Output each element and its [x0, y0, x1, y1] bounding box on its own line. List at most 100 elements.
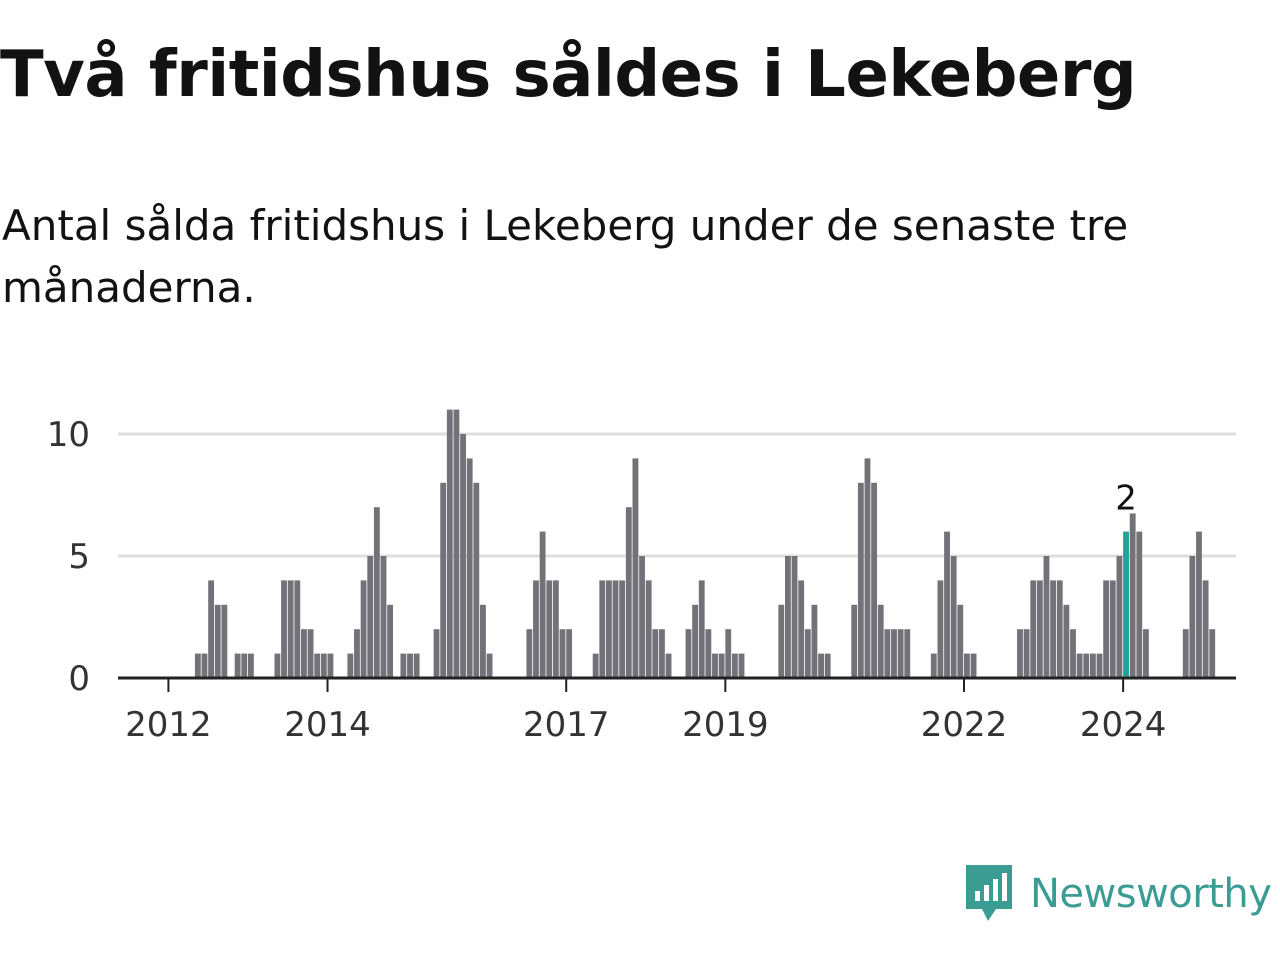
bar	[625, 507, 632, 678]
bar	[930, 653, 937, 678]
bar	[665, 653, 672, 678]
x-tick-label: 2024	[1080, 705, 1167, 745]
bar	[1043, 556, 1050, 678]
bar	[904, 629, 911, 678]
bar-chart: 0 5 10 2012 2014 2017 2019 2022 2024 2	[47, 409, 1236, 745]
bar	[1116, 556, 1123, 678]
bar	[1136, 531, 1143, 678]
bar	[301, 629, 307, 678]
bar	[851, 604, 858, 678]
bar	[559, 629, 566, 678]
bar	[811, 604, 818, 678]
bar	[738, 653, 745, 678]
bar	[824, 653, 831, 678]
bar	[287, 580, 294, 678]
bar	[857, 482, 864, 678]
bar	[1070, 629, 1076, 678]
bar	[1096, 653, 1103, 678]
grid-lines	[118, 432, 1236, 558]
newsworthy-logo-icon	[966, 865, 1012, 921]
bar	[400, 653, 407, 678]
bar	[605, 580, 612, 678]
bar	[718, 653, 725, 678]
newsworthy-logo: Newsworthy	[964, 862, 1272, 926]
bar	[619, 580, 626, 678]
bar	[539, 531, 546, 678]
bar	[360, 580, 367, 678]
bar	[791, 556, 798, 678]
bar	[367, 556, 374, 678]
bar	[970, 653, 977, 678]
bar	[440, 482, 447, 678]
bar	[818, 653, 824, 678]
bar	[473, 482, 480, 678]
bar	[486, 653, 493, 678]
bar	[460, 434, 466, 678]
bar	[1076, 653, 1083, 678]
bar	[413, 653, 420, 678]
bar	[1182, 629, 1189, 678]
bar	[407, 653, 413, 678]
bar	[937, 580, 944, 678]
bar	[884, 629, 891, 678]
bar	[1083, 653, 1090, 678]
bar	[778, 604, 785, 678]
bar	[274, 653, 281, 678]
bar	[214, 604, 221, 678]
chart-title: Två fritidshus såldes i Lekeberg	[0, 38, 1137, 112]
bar	[327, 653, 334, 678]
bar	[387, 604, 394, 678]
bar	[1030, 580, 1037, 678]
bar	[354, 629, 360, 678]
bar	[1103, 580, 1110, 678]
bar	[891, 629, 897, 678]
bar	[194, 653, 201, 678]
bar	[645, 580, 652, 678]
bar	[208, 580, 215, 678]
x-axis-ticks: 2012 2014 2017 2019 2022 2024	[125, 678, 1166, 745]
bar	[950, 556, 957, 678]
bar	[864, 458, 871, 678]
bar	[294, 580, 301, 678]
bar	[632, 458, 639, 678]
bar	[433, 629, 440, 678]
bar	[612, 580, 619, 678]
bar	[712, 653, 718, 678]
bar	[897, 629, 904, 678]
highlight-bar	[1123, 531, 1129, 678]
bar	[247, 653, 254, 678]
bar	[1050, 580, 1057, 678]
y-tick-label: 5	[68, 537, 90, 577]
bar	[1109, 580, 1116, 678]
bar	[705, 629, 712, 678]
bar	[347, 653, 354, 678]
y-axis-ticks: 0 5 10	[47, 415, 90, 699]
bar	[725, 629, 732, 678]
bar	[1209, 629, 1216, 678]
bar	[281, 580, 287, 678]
bar	[307, 629, 314, 678]
bar	[964, 653, 970, 678]
bar	[533, 580, 539, 678]
bar	[1063, 604, 1070, 678]
bar	[380, 556, 387, 678]
bar	[785, 556, 791, 678]
bar	[944, 531, 950, 678]
bar	[320, 653, 327, 678]
value-labels: 2	[1111, 475, 1141, 523]
bar	[652, 629, 659, 678]
bar	[1056, 580, 1063, 678]
bar	[221, 604, 228, 678]
bars	[194, 409, 1216, 678]
bar	[546, 580, 553, 678]
bar	[201, 653, 208, 678]
bar	[798, 580, 805, 678]
bar	[241, 653, 248, 678]
bar	[877, 604, 884, 678]
bar	[1089, 653, 1096, 678]
bar	[659, 629, 665, 678]
x-tick-label: 2019	[682, 705, 769, 745]
x-tick-label: 2014	[284, 705, 371, 745]
bar	[599, 580, 606, 678]
bar	[446, 409, 453, 678]
